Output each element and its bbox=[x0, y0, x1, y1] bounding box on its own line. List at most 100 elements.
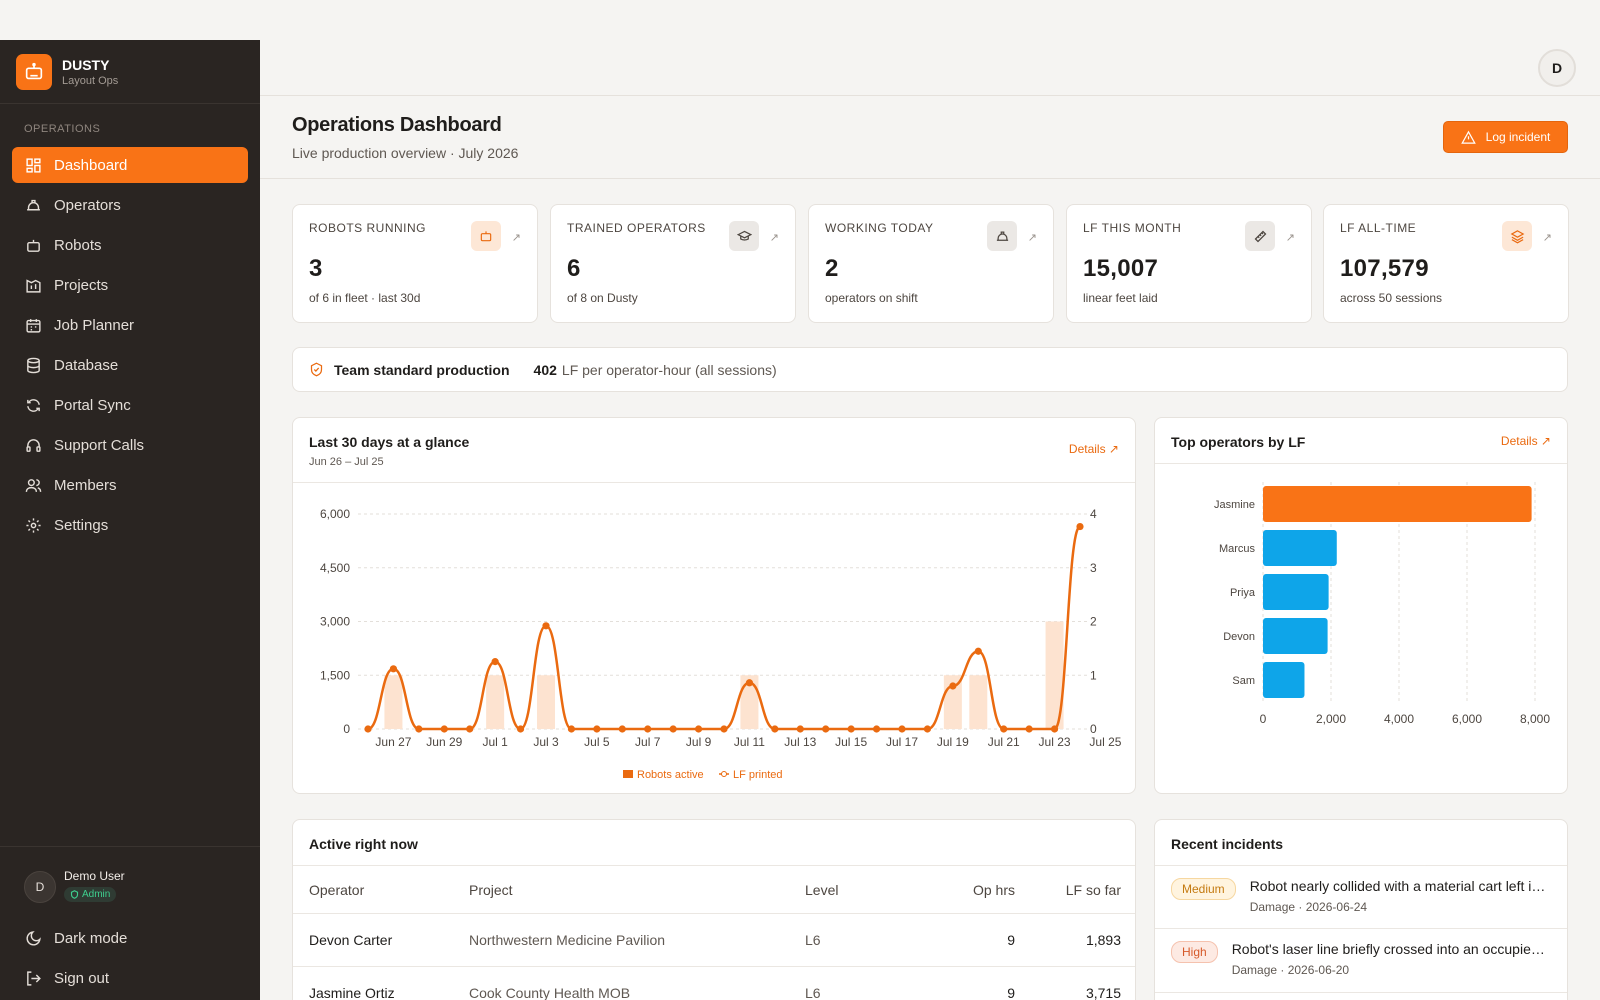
brand-name: DUSTY bbox=[62, 56, 110, 73]
warning-icon bbox=[1460, 130, 1476, 144]
sidebar-item-members[interactable]: Members bbox=[12, 467, 248, 503]
stat-label: TRAINED OPERATORS bbox=[567, 221, 706, 235]
level-cell: L6 bbox=[805, 932, 821, 948]
y-tick-label-right: 1 bbox=[1090, 668, 1097, 682]
sign-out-icon bbox=[24, 969, 42, 987]
panel-divider bbox=[1155, 463, 1567, 464]
sidebar-item-projects[interactable]: Projects bbox=[12, 267, 248, 303]
table-header: Operator Project Level Op hrs LF so far bbox=[293, 866, 1135, 913]
point-lf-printed bbox=[389, 665, 398, 673]
shield-check-icon bbox=[310, 362, 323, 377]
point-lf-printed bbox=[847, 725, 855, 733]
members-icon bbox=[24, 476, 42, 494]
dark-mode-toggle[interactable]: Dark mode bbox=[0, 920, 260, 956]
sidebar-item-portal-sync[interactable]: Portal Sync bbox=[12, 387, 248, 423]
bar-sam bbox=[1263, 662, 1305, 698]
stat-card-trained-operators[interactable]: TRAINED OPERATORS ↗ 6 of 8 on Dusty bbox=[550, 204, 796, 323]
sidebar-item-dashboard[interactable]: Dashboard bbox=[12, 147, 248, 183]
x-tick-label: Jul 21 bbox=[988, 735, 1020, 749]
log-incident-button[interactable]: Log incident bbox=[1443, 121, 1568, 153]
row-divider bbox=[1155, 928, 1567, 929]
calendar-icon bbox=[24, 316, 42, 334]
operators-bar-chart: 0 2,000 4,000 6,000 8,000 Jasmine Marcus Priya D… bbox=[1214, 482, 1550, 726]
project-cell: Cook County Health MOB bbox=[469, 985, 631, 1000]
sidebar-footer: D Demo User Admin Dark mode Sign out bbox=[0, 846, 260, 1000]
x-tick-label: Jun 29 bbox=[426, 735, 462, 749]
row-divider bbox=[1155, 992, 1567, 993]
point-lf-printed bbox=[1050, 725, 1059, 733]
sign-out-button[interactable]: Sign out bbox=[0, 960, 260, 996]
arrow-up-right-icon[interactable]: ↗ bbox=[1285, 232, 1295, 244]
table-row[interactable]: Jasmine Ortiz Cook County Health MOB L6 … bbox=[293, 967, 1135, 1000]
point-lf-printed bbox=[1000, 725, 1008, 733]
combo-chart: 0 1,500 3,000 4,500 6,000 0 1 2 3 4 Jun 27 Jun 29 Ju… bbox=[320, 507, 1122, 781]
point-lf-printed bbox=[415, 725, 423, 733]
shield-icon bbox=[70, 890, 79, 899]
stat-card-working-today[interactable]: WORKING TODAY ↗ 2 operators on shift bbox=[808, 204, 1054, 323]
stat-value: 2 bbox=[825, 255, 839, 282]
panel-divider bbox=[293, 482, 1135, 483]
sidebar-item-label: Robots bbox=[54, 236, 102, 254]
column-header[interactable]: Op hrs bbox=[972, 881, 1015, 898]
stat-card-lf-this-month[interactable]: LF THIS MONTH ↗ 15,007 linear feet laid bbox=[1066, 204, 1312, 323]
operator-cell: Devon Carter bbox=[309, 932, 393, 948]
x-tick-label: Jul 5 bbox=[584, 735, 610, 749]
moon-icon bbox=[24, 929, 42, 947]
column-header[interactable]: Level bbox=[805, 881, 839, 898]
brand[interactable]: DUSTY Layout Ops bbox=[0, 40, 260, 104]
panel-divider bbox=[293, 865, 1135, 866]
x-tick-label: Jul 23 bbox=[1039, 735, 1071, 749]
sidebar-item-operators[interactable]: Operators bbox=[12, 187, 248, 223]
x-tick-label: Jul 25 bbox=[1089, 735, 1121, 749]
bar-marcus bbox=[1263, 530, 1337, 566]
arrow-up-right-icon[interactable]: ↗ bbox=[1027, 232, 1037, 244]
stat-card-robots-running[interactable]: ROBOTS RUNNING ↗ 3 of 6 in fleet · last … bbox=[292, 204, 538, 323]
user-profile[interactable]: D Demo User Admin bbox=[0, 847, 260, 920]
sidebar-item-label: Database bbox=[54, 356, 119, 374]
column-header[interactable]: Project bbox=[469, 881, 513, 898]
column-header[interactable]: Operator bbox=[309, 881, 365, 898]
page-title: Operations Dashboard bbox=[292, 114, 502, 136]
arrow-up-right-icon[interactable]: ↗ bbox=[1542, 232, 1552, 244]
stat-value: 107,579 bbox=[1340, 255, 1429, 282]
sidebar-item-job-planner[interactable]: Job Planner bbox=[12, 307, 248, 343]
severity-badge: High bbox=[1171, 941, 1218, 963]
arrow-up-right-icon[interactable]: ↗ bbox=[511, 232, 521, 244]
robot-logo-icon bbox=[16, 53, 52, 90]
last-30-days-panel: Last 30 days at a glance Jun 26 – Jul 25… bbox=[292, 417, 1136, 794]
stat-note: of 6 in fleet · last 30d bbox=[309, 291, 421, 305]
sidebar: DUSTY Layout Ops OPERATIONS Dashboard Op… bbox=[0, 40, 260, 1000]
stat-note: across 50 sessions bbox=[1340, 291, 1443, 305]
column-header[interactable]: LF so far bbox=[1065, 881, 1121, 898]
sidebar-item-settings[interactable]: Settings bbox=[12, 507, 248, 543]
sidebar-item-database[interactable]: Database bbox=[12, 347, 248, 383]
standard-unit: LF per operator‑hour (all sessions) bbox=[561, 361, 777, 378]
panel-title: Last 30 days at a glance bbox=[309, 434, 470, 450]
arrow-up-right-icon[interactable]: ↗ bbox=[769, 232, 779, 244]
sidebar-item-support-calls[interactable]: Support Calls bbox=[12, 427, 248, 463]
point-lf-printed bbox=[491, 658, 499, 666]
bar-priya bbox=[1263, 574, 1329, 610]
stat-value: 6 bbox=[567, 255, 581, 282]
user-avatar[interactable]: D bbox=[1538, 49, 1576, 87]
log-incident-label: Log incident bbox=[1485, 130, 1551, 144]
sidebar-item-robots[interactable]: Robots bbox=[12, 227, 248, 263]
x-tick-label: Jul 7 bbox=[635, 735, 661, 749]
incident-item[interactable]: Medium Robot nearly collided with a mate… bbox=[1155, 878, 1567, 914]
details-link[interactable]: Details ↗ bbox=[1068, 442, 1119, 456]
nav-section-label: OPERATIONS bbox=[24, 123, 101, 135]
point-lf-printed bbox=[796, 725, 804, 733]
stat-card-lf-all-time[interactable]: LF ALL-TIME ↗ 107,579 across 50 sessions bbox=[1323, 204, 1569, 323]
hours-cell: 9 bbox=[1007, 932, 1015, 948]
y-category-label: Devon bbox=[1223, 631, 1255, 643]
stat-note: linear feet laid bbox=[1083, 291, 1158, 305]
ruler-icon bbox=[1245, 221, 1275, 251]
table-row[interactable]: Devon Carter Northwestern Medicine Pavil… bbox=[293, 914, 1135, 966]
x-tick-label: Jul 3 bbox=[533, 735, 559, 749]
incident-item[interactable]: High Robot's laser line briefly crossed … bbox=[1155, 941, 1567, 977]
y-category-label: Jasmine bbox=[1214, 499, 1255, 511]
point-lf-printed bbox=[745, 679, 754, 687]
details-link[interactable]: Details ↗ bbox=[1500, 434, 1551, 448]
brand-subtitle: Layout Ops bbox=[62, 74, 119, 87]
point-lf-printed bbox=[440, 725, 448, 733]
